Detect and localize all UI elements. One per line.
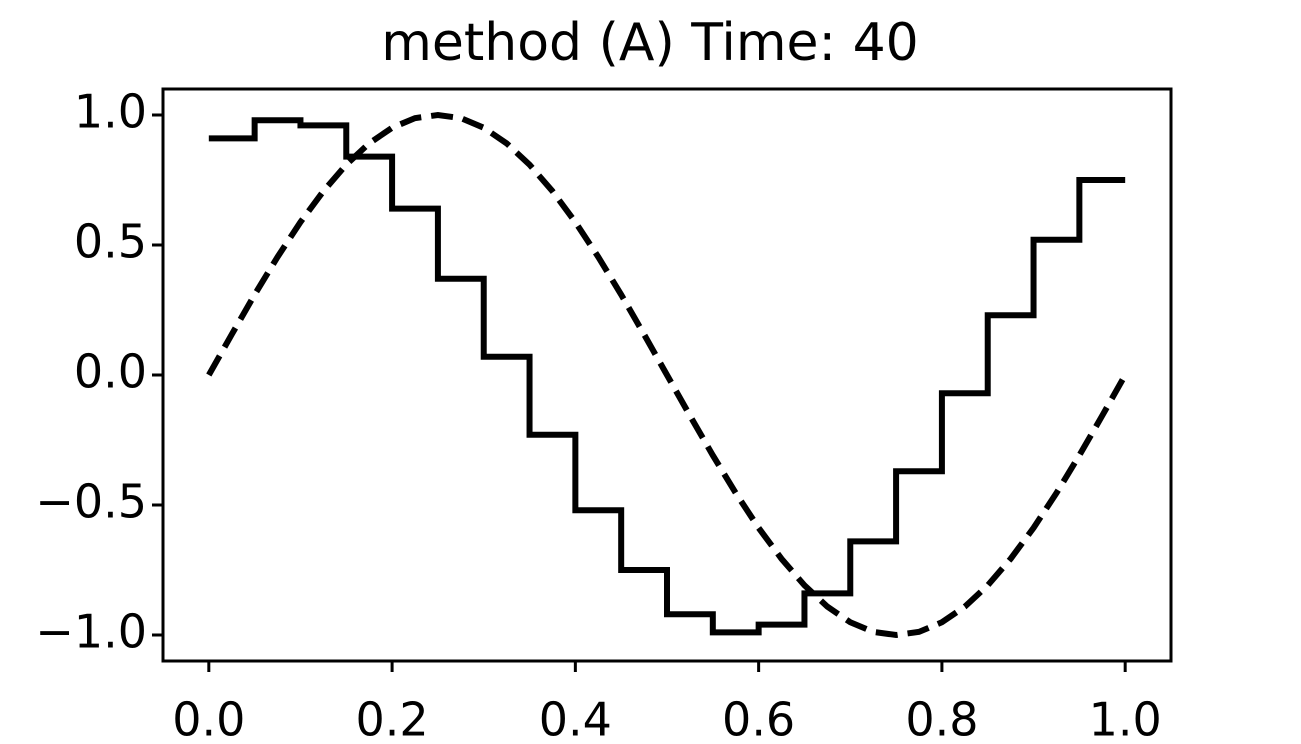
x-tick-label: 0.2 xyxy=(356,693,429,744)
y-tick-label: 0.5 xyxy=(74,215,147,269)
x-tick-label: 0.8 xyxy=(905,693,978,744)
plot-frame xyxy=(161,87,1173,663)
y-tick-label: −0.5 xyxy=(35,475,147,529)
chart-title: method (A) Time: 40 xyxy=(381,13,919,73)
x-tick-label: 1.0 xyxy=(1089,693,1162,744)
y-tick-label: 1.0 xyxy=(74,85,147,139)
x-tick-label: 0.4 xyxy=(539,693,612,744)
x-tick-label: 0.0 xyxy=(172,693,245,744)
x-tick-label: 0.6 xyxy=(722,693,795,744)
y-tick-label: −1.0 xyxy=(35,605,147,659)
y-tick-label: 0.0 xyxy=(74,345,147,399)
data-line xyxy=(208,117,1126,636)
data-line xyxy=(206,111,1128,639)
